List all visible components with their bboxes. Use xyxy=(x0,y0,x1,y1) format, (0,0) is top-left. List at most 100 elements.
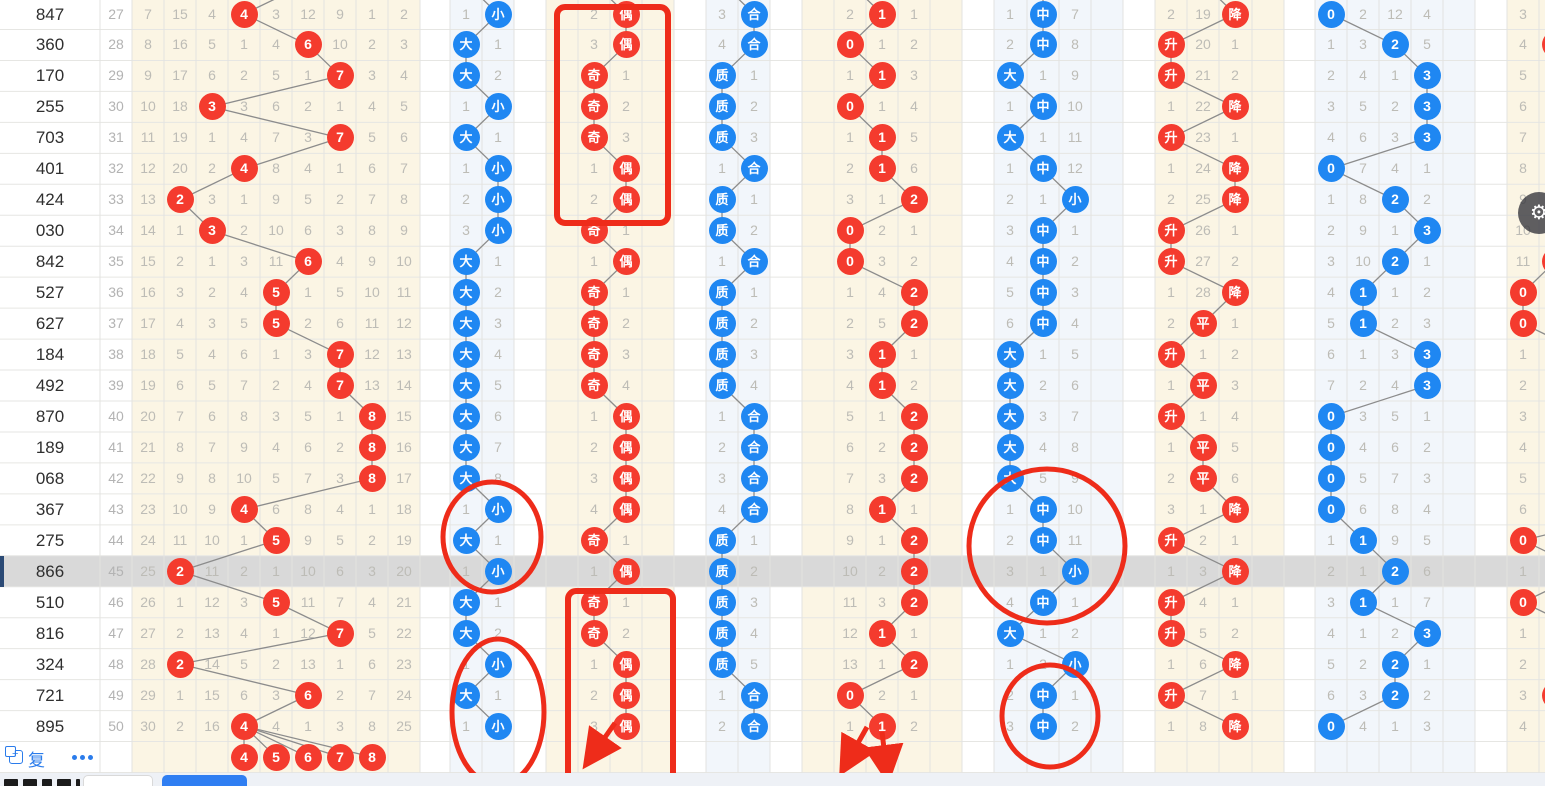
trend-ball: 偶 xyxy=(612,464,640,492)
trend-cell: 7 xyxy=(1199,686,1207,703)
trend-ball: 0 xyxy=(1317,495,1345,523)
trend-ball: 4 xyxy=(230,155,258,183)
trend-ball: 6 xyxy=(294,743,322,771)
trend-cell: 26 xyxy=(1195,222,1211,239)
trend-cell: 3 xyxy=(1359,36,1367,53)
trend-cell: 5 xyxy=(240,655,248,672)
trend-cell: 3 xyxy=(1006,222,1014,239)
trend-ball: 大 xyxy=(452,619,480,647)
trend-ball: 小 xyxy=(1061,650,1089,678)
trend-cell: 1 xyxy=(462,5,470,22)
trend-cell: 2 xyxy=(750,315,758,332)
trend-cell: 1 xyxy=(304,67,312,84)
trend-ball: 奇 xyxy=(580,372,608,400)
trend-cell: 1 xyxy=(1231,36,1239,53)
settings-gear-button[interactable]: ⚙ xyxy=(1518,192,1545,234)
trend-ball: 大 xyxy=(452,31,480,59)
trend-ball: 升 xyxy=(1157,248,1185,276)
trend-ball: 7 xyxy=(326,372,354,400)
column-band xyxy=(132,0,420,773)
trend-cell: 2 xyxy=(240,562,248,579)
trend-cell: 4 xyxy=(1231,408,1239,424)
trend-cell: 3 xyxy=(878,253,886,270)
trend-ball: 偶 xyxy=(612,155,640,183)
trend-cell: 1 xyxy=(1006,98,1014,115)
trend-cell: 2 xyxy=(336,191,344,208)
trend-ball: 2 xyxy=(900,650,928,678)
trend-cell: 11 xyxy=(300,593,316,610)
trend-cell: 15 xyxy=(396,408,412,424)
trend-cell: 7 xyxy=(1423,593,1431,610)
trend-cell: 1 xyxy=(1423,408,1431,424)
trend-cell: 3 xyxy=(622,129,630,146)
trend-ball: 2 xyxy=(900,279,928,307)
trend-cell: 1 xyxy=(910,624,918,641)
trend-cell: 3 xyxy=(1327,593,1335,610)
trend-cell: 12 xyxy=(396,315,412,332)
clipped-primary-button[interactable] xyxy=(162,775,247,786)
trend-cell: 3 xyxy=(1391,129,1399,146)
more-options-button[interactable] xyxy=(72,755,93,760)
trend-ball: 偶 xyxy=(612,433,640,461)
trend-ball: 3 xyxy=(1413,62,1441,90)
trend-ball: 小 xyxy=(484,155,512,183)
trend-cell: 8 xyxy=(1199,717,1207,734)
trend-cell: 1 xyxy=(208,129,216,146)
trend-cell: 6 xyxy=(910,160,918,177)
trend-cell: 43 xyxy=(108,500,124,517)
trend-cell: 1 xyxy=(750,191,758,208)
trend-cell: 4 xyxy=(910,98,918,115)
trend-cell: 1 xyxy=(462,562,470,579)
trend-cell: 1 xyxy=(1391,222,1399,239)
trend-cell: 3 xyxy=(750,346,758,363)
clipped-input-field[interactable] xyxy=(83,775,153,786)
trend-cell: 1 xyxy=(910,500,918,517)
trend-ball: 中 xyxy=(1029,588,1057,616)
trend-cell: 9 xyxy=(1071,469,1079,486)
trend-cell: 3 xyxy=(1006,562,1014,579)
trend-cell: 8 xyxy=(144,36,152,53)
trend-cell: 6 xyxy=(368,655,376,672)
trend-cell: 34 xyxy=(108,222,124,239)
trend-cell: 13 xyxy=(364,377,380,394)
trend-ball: 奇 xyxy=(580,93,608,121)
trend-ball: 大 xyxy=(452,402,480,430)
trend-cell: 7 xyxy=(272,129,280,146)
trend-cell: 6 xyxy=(846,438,854,455)
trend-cell: 30 xyxy=(140,717,156,734)
trend-cell: 6 xyxy=(336,562,344,579)
trend-ball: 升 xyxy=(1157,341,1185,369)
trend-ball: 3 xyxy=(1413,124,1441,152)
copy-icon xyxy=(5,746,23,764)
trend-cell: 3 xyxy=(1423,315,1431,332)
trend-cell: 3 xyxy=(272,408,280,424)
trend-cell: 5 xyxy=(878,315,886,332)
trend-cell: 5 xyxy=(846,408,854,424)
trend-ball: 大 xyxy=(996,341,1024,369)
trend-ball: 3 xyxy=(1413,217,1441,245)
trend-cell: 2 xyxy=(1071,624,1079,641)
trend-cell: 5 xyxy=(1071,346,1079,363)
trend-cell: 5 xyxy=(368,129,376,146)
bottom-toolbar xyxy=(0,773,1545,786)
trend-ball: 8 xyxy=(358,402,386,430)
trend-ball: 大 xyxy=(996,464,1024,492)
trend-cell: 5 xyxy=(272,469,280,486)
trend-ball: 1 xyxy=(1349,526,1377,554)
trend-cell: 3 xyxy=(240,593,248,610)
trend-cell: 1 xyxy=(1167,98,1175,115)
trend-cell: 1 xyxy=(910,5,918,22)
trend-ball: 1 xyxy=(868,619,896,647)
period-number: 527 xyxy=(35,283,65,303)
trend-cell: 1 xyxy=(878,191,886,208)
trend-cell: 38 xyxy=(108,346,124,363)
trend-cell: 27 xyxy=(1195,253,1211,270)
trend-cell: 2 xyxy=(240,67,248,84)
trend-cell: 2 xyxy=(208,284,216,301)
trend-cell: 1 xyxy=(1231,315,1239,332)
trend-cell: 1 xyxy=(878,531,886,548)
trend-cell: 1 xyxy=(1167,655,1175,672)
trend-cell: 5 xyxy=(208,36,216,53)
trend-cell: 21 xyxy=(396,593,412,610)
trend-cell: 3 xyxy=(336,222,344,239)
